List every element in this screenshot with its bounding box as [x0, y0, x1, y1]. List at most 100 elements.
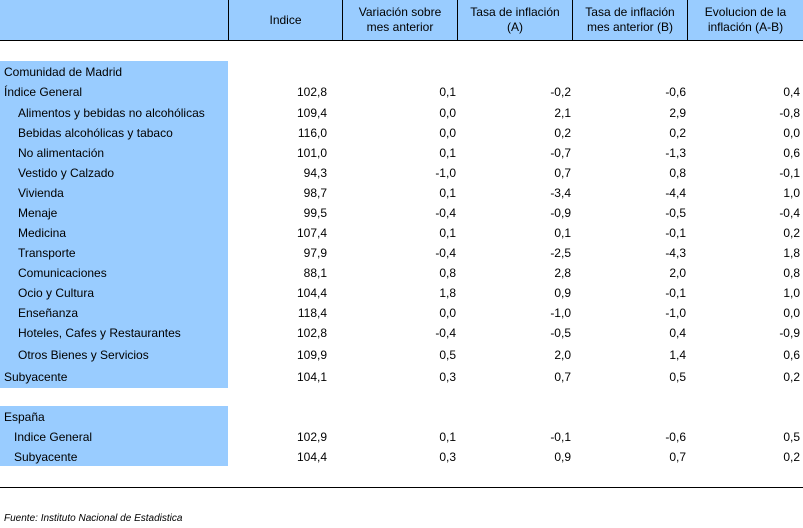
row-label: Alimentos y bebidas no alcohólicas [18, 106, 205, 120]
cell-value: 88,1 [303, 266, 327, 280]
cell-value: 0,4 [669, 326, 686, 340]
cell-value: 0,7 [554, 370, 571, 384]
cell-value: 1,0 [783, 186, 800, 200]
cell-value: 2,8 [554, 266, 571, 280]
row-label: Comunicaciones [18, 266, 107, 280]
cell-value: 0,1 [439, 430, 456, 444]
section-label-madrid: Comunidad de Madrid [4, 65, 123, 79]
cell-value: 1,8 [783, 246, 800, 260]
cell-value: 102,8 [296, 326, 327, 340]
cell-value: -0,9 [550, 206, 571, 220]
header-separator [228, 0, 229, 40]
cell-value: 2,0 [669, 266, 686, 280]
header-evolucion: Evolucion de la inflación (A-B) [704, 5, 787, 34]
table-row: Bebidas alcohólicas y tabaco 116,0 0,0 0,2 0… [0, 123, 803, 143]
header-tasa-a: Tasa de inflación (A) [470, 5, 560, 34]
cell-value: -0,6 [665, 85, 686, 99]
cell-value: 0,0 [439, 126, 456, 140]
cell-value: 0,4 [783, 85, 800, 99]
row-label: No alimentación [18, 146, 105, 160]
cell-value: 0,1 [439, 186, 456, 200]
cell-value: 0,5 [669, 370, 686, 384]
row-label: Subyacente [14, 450, 78, 464]
cell-value: 118,4 [297, 306, 327, 320]
section-label-spain: España [4, 410, 45, 424]
header-separator [457, 0, 458, 40]
cell-value: 2,0 [554, 348, 571, 362]
table-row: Subyacente 104,1 0,3 0,7 0,5 0,2 [0, 367, 803, 387]
cell-value: -1,0 [435, 166, 456, 180]
row-label: Medicina [18, 226, 67, 240]
cell-value: 1,0 [783, 286, 800, 300]
cell-value: 99,5 [303, 206, 327, 220]
cell-value: 0,1 [439, 226, 456, 240]
cell-value: 0,6 [783, 146, 800, 160]
header-bg-corner [0, 0, 228, 40]
cell-value: -0,5 [665, 206, 686, 220]
table-row: Alimentos y bebidas no alcohólicas 109,4 0… [0, 103, 803, 123]
cell-value: 0,0 [439, 306, 456, 320]
cell-value: -0,4 [435, 326, 456, 340]
cell-value: -0,2 [550, 85, 571, 99]
cell-value: -3,4 [550, 186, 571, 200]
cell-value: -0,4 [779, 206, 800, 220]
cell-value: -0,6 [665, 430, 686, 444]
madrid-section-row: Comunidad de Madrid [0, 62, 803, 82]
row-label: Vestido y Calzado [18, 166, 115, 180]
row-label: Otros Bienes y Servicios [18, 348, 149, 362]
header-bottom-border [0, 40, 803, 41]
spain-label-bg [0, 406, 228, 466]
cell-value: 0,2 [669, 126, 686, 140]
cell-value: 0,3 [439, 370, 456, 384]
table-row: Índice General 102,8 0,1 -0,2 -0,6 0,4 [0, 82, 803, 102]
cell-value: 0,2 [783, 370, 800, 384]
cell-value: 0,8 [669, 166, 686, 180]
cell-value: 102,9 [296, 430, 327, 444]
cell-value: -4,3 [665, 246, 686, 260]
row-label: Menaje [18, 206, 58, 220]
table-row: Comunicaciones 88,1 0,8 2,8 2,0 0,8 [0, 263, 803, 283]
header-separator [687, 0, 688, 40]
cell-value: 0,1 [439, 146, 456, 160]
cell-value: 104,1 [296, 370, 327, 384]
cell-value: -0,9 [779, 326, 800, 340]
cell-value: 98,7 [303, 186, 327, 200]
cell-value: 1,8 [439, 286, 456, 300]
cell-value: 102,8 [296, 85, 327, 99]
cell-value: -1,3 [665, 146, 686, 160]
cell-value: 101,0 [296, 146, 327, 160]
cell-value: 0,0 [439, 106, 456, 120]
cell-value: -2,5 [550, 246, 571, 260]
cell-value: 0,1 [439, 85, 456, 99]
cell-value: 0,0 [783, 306, 800, 320]
row-label: Bebidas alcohólicas y tabaco [18, 126, 173, 140]
cell-value: -0,4 [435, 246, 456, 260]
cell-value: -0,7 [550, 146, 571, 160]
row-label: Subyacente [4, 370, 68, 384]
header-separator [572, 0, 573, 40]
row-label: Indice General [14, 430, 93, 444]
cell-value: 0,3 [439, 450, 456, 464]
cell-value: 0,8 [439, 266, 456, 280]
cell-value: 94,3 [303, 166, 327, 180]
header-variacion: Variación sobre mes anterior [358, 5, 442, 34]
cell-value: -0,1 [665, 286, 686, 300]
row-label: Ocio y Cultura [18, 286, 95, 300]
table-row: Transporte 97,9 -0,4 -2,5 -4,3 1,8 [0, 243, 803, 263]
cell-value: 109,4 [296, 106, 327, 120]
table-row: Otros Bienes y Servicios 109,9 0,5 2,0 1,4 0,… [0, 345, 803, 365]
cell-value: 0,7 [554, 166, 571, 180]
cell-value: -0,1 [665, 226, 686, 240]
table-bottom-border [0, 487, 803, 488]
row-label: Enseñanza [18, 306, 79, 320]
cell-value: 1,4 [669, 348, 686, 362]
cell-value: 107,4 [296, 226, 327, 240]
cell-value: -0,5 [550, 326, 571, 340]
table-row: Vivienda 98,7 0,1 -3,4 -4,4 1,0 [0, 183, 803, 203]
cell-value: 0,5 [783, 430, 800, 444]
cell-value: 109,9 [296, 348, 327, 362]
header-tasa-b: Tasa de inflación mes anterior (B) [585, 5, 675, 34]
cell-value: -1,0 [550, 306, 571, 320]
cell-value: 2,9 [669, 106, 686, 120]
row-label: Hoteles, Cafes y Restaurantes [18, 326, 181, 340]
